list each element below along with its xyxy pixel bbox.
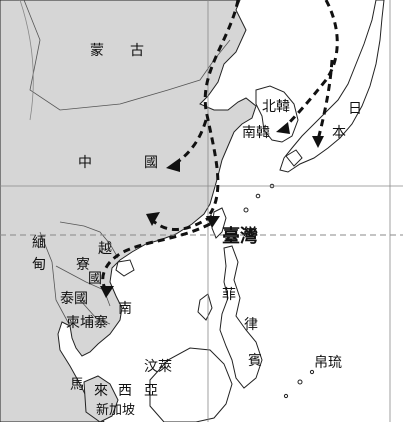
label-myanmar-1: 緬 [32,235,46,251]
label-mongolia-1: 蒙 [90,43,104,59]
land-mass-hainan [115,259,135,277]
label-myanmar-2: 甸 [32,257,46,273]
arrowhead-south-korea [276,122,290,134]
land-mass-borneo [149,347,233,422]
label-malaysia-2: 來 [94,383,108,399]
label-thailand: 泰國 [60,291,88,307]
label-brunei: 汶萊 [144,359,172,375]
label-japan-1: 日 [348,101,362,117]
route-arrowheads [100,122,324,298]
arrowhead-south-china [146,212,160,226]
label-japan-2: 本 [332,125,346,141]
label-malaysia-3: 西 [118,383,132,399]
arrowhead-laos [100,286,114,298]
label-malaysia-4: 亞 [144,383,158,399]
label-north-korea: 北韓 [262,99,290,115]
route-to-japan [316,59,334,141]
label-laos-2: 國 [88,271,102,287]
label-taiwan: 臺灣 [222,226,258,247]
arrowhead-taiwan [206,216,220,228]
land-mass-japan [279,0,385,173]
label-philippines-1: 菲 [222,287,236,303]
land-mass-kyushu [285,149,303,167]
label-philippines-3: 賓 [248,353,262,369]
label-philippines-2: 律 [244,317,258,333]
label-china-1: 中 [78,155,92,171]
arrowhead-japan [312,136,324,148]
label-vietnam-2: 南 [118,301,132,317]
label-china-2: 國 [144,155,158,171]
arrowhead-china [166,158,180,172]
land-mass-palawan [197,293,213,321]
label-mongolia-2: 古 [130,43,144,59]
label-ryukyu: 帛琉 [314,355,342,371]
route-to-south-korea [280,0,339,132]
label-south-korea: 南韓 [242,125,270,141]
land-mass-small-islands [243,183,315,399]
country-borders [23,0,231,327]
route-north-to-taiwan [203,0,240,215]
land-mass-malay [83,375,119,422]
label-cambodia: 柬埔寨 [66,315,108,331]
label-vietnam-1: 越 [98,241,112,257]
label-malaysia-1: 馬 [70,377,84,393]
label-laos-1: 寮 [76,257,90,273]
land-mass-philippines [219,245,263,389]
label-singapore: 新加坡 [96,403,136,418]
